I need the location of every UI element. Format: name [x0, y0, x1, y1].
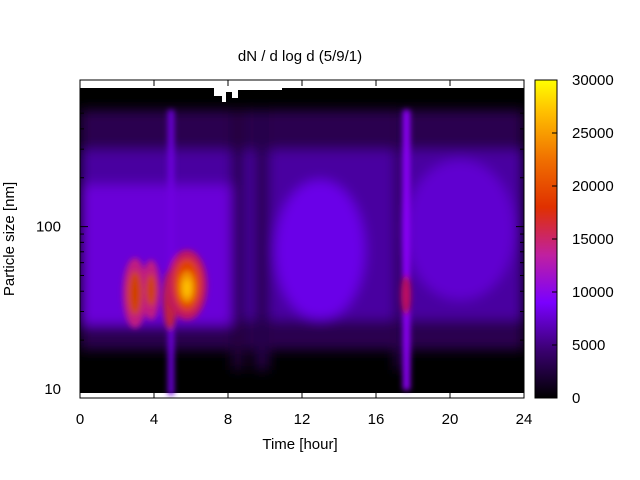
heatmap-band [80, 185, 240, 325]
colorbar-axis: 0 5000 10000 15000 20000 25000 30000 [552, 72, 614, 407]
colorbar-tick-label: 10000 [572, 284, 614, 301]
x-tick-label: 0 [76, 411, 84, 428]
x-axis: 0 4 8 12 16 20 24 [76, 80, 533, 428]
x-axis-label: Time [hour] [262, 436, 337, 453]
x-tick-label: 16 [368, 411, 385, 428]
y-axis-label: Particle size [nm] [1, 182, 18, 296]
heatmap-streak [168, 110, 174, 395]
heatmap-blob [128, 271, 142, 315]
x-tick-label: 8 [224, 411, 232, 428]
y-tick-label: 100 [36, 219, 61, 236]
colorbar-tick-label: 25000 [572, 125, 614, 142]
y-axis: 10 100 [36, 79, 524, 398]
heatmap-blob [183, 279, 191, 297]
colorbar-tick-label: 20000 [572, 178, 614, 195]
x-tick-label: 12 [294, 411, 311, 428]
heatmap-dark-band [255, 110, 269, 370]
colorbar-tick-label: 30000 [572, 72, 614, 89]
heatmap-dark-band [232, 110, 244, 370]
heatmap-streak [403, 110, 410, 390]
x-tick-label: 20 [442, 411, 459, 428]
heatmap-blob [275, 180, 365, 320]
heatmap-area [80, 80, 524, 398]
y-tick-label: 10 [44, 381, 61, 398]
colorbar-tick-label: 15000 [572, 231, 614, 248]
x-tick-label: 24 [516, 411, 533, 428]
heatmap-blob [401, 275, 411, 315]
chart-title: dN / d log d (5/9/1) [238, 48, 362, 65]
colorbar-tick-label: 0 [572, 390, 580, 407]
heatmap-blob [405, 160, 515, 300]
colorbar-tick-label: 5000 [572, 337, 605, 354]
x-tick-label: 4 [150, 411, 158, 428]
heatmap-dark-band [395, 110, 405, 370]
heatmap-blob [146, 274, 156, 306]
